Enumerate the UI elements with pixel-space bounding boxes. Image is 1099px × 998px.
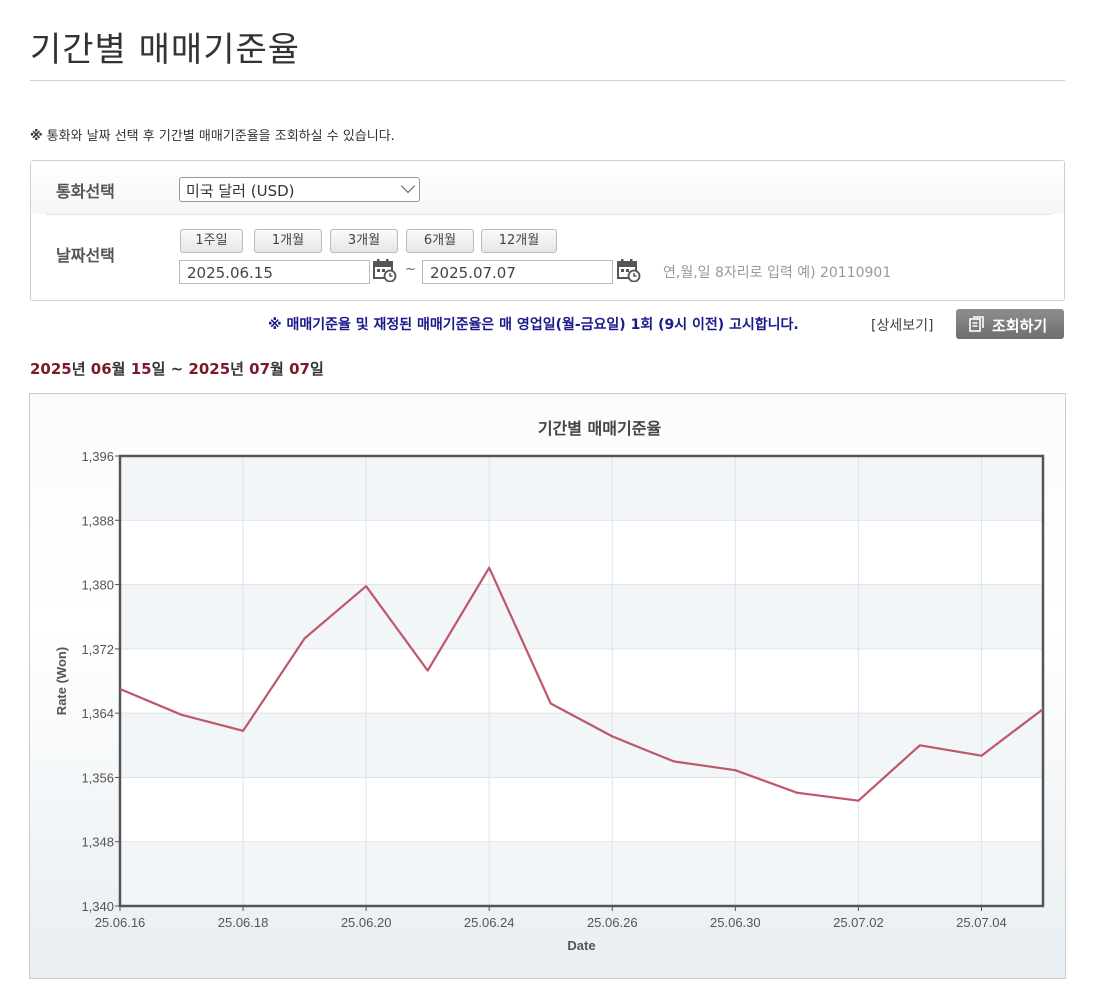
range-end-month: 07 bbox=[249, 360, 271, 378]
x-tick-label: 25.06.26 bbox=[587, 915, 638, 930]
selected-date-range: 2025년 06월 15일 ~ 2025년 07월 07일 bbox=[30, 358, 324, 379]
y-tick-label: 1,340 bbox=[81, 899, 114, 914]
chart-container: 1,340 1,348 1,356 1,364 1,372 1,380 1,388 1,396… bbox=[29, 393, 1066, 979]
detail-link[interactable]: [상세보기] bbox=[871, 318, 934, 334]
data-point bbox=[426, 669, 430, 673]
form-divider bbox=[47, 214, 1051, 215]
data-point bbox=[180, 713, 184, 717]
data-point bbox=[795, 791, 799, 795]
y-tick-label: 1,380 bbox=[81, 578, 114, 593]
start-date-input[interactable]: 2025.06.15 bbox=[179, 260, 370, 284]
search-form: 통화선택 미국 달러 (USD) 날짜선택 1주일 1개월 3개월 6개월 12… bbox=[30, 160, 1065, 301]
end-date-input[interactable]: 2025.07.07 bbox=[422, 260, 613, 284]
grid-band bbox=[120, 713, 1043, 778]
calendar-icon[interactable] bbox=[617, 258, 641, 282]
document-icon bbox=[969, 316, 984, 332]
notice: ※ 통화와 날짜 선택 후 기간별 매매기준율을 조회하실 수 있습니다. bbox=[30, 125, 395, 144]
range-text: 일 bbox=[309, 360, 324, 378]
plot-area bbox=[120, 456, 1043, 906]
data-point bbox=[918, 743, 922, 747]
period-button-1-month[interactable]: 1개월 bbox=[254, 229, 322, 253]
notice-text: 통화와 날짜 선택 후 기간별 매매기준율을 조회하실 수 있습니다. bbox=[46, 129, 395, 144]
y-axis-label: Rate (Won) bbox=[54, 647, 69, 715]
publication-notice: ※ 매매기준율 및 재정된 매매기준율은 매 영업일(월-금요일) 1회 (9시… bbox=[268, 317, 799, 333]
period-button-3-month[interactable]: 3개월 bbox=[330, 229, 398, 253]
data-point bbox=[1041, 707, 1045, 711]
line-chart: 1,340 1,348 1,356 1,364 1,372 1,380 1,388 1,396… bbox=[54, 419, 1045, 953]
period-button-12-month[interactable]: 12개월 bbox=[481, 229, 557, 253]
currency-select[interactable]: 미국 달러 (USD) bbox=[179, 177, 420, 202]
data-point bbox=[672, 759, 676, 763]
series-line bbox=[119, 566, 1044, 802]
date-format-hint: 연,월,일 8자리로 입력 예) 20110901 bbox=[663, 265, 892, 281]
y-tick-label: 1,372 bbox=[81, 642, 114, 657]
data-point bbox=[856, 799, 860, 803]
x-tick-label: 25.06.30 bbox=[710, 915, 761, 930]
search-button[interactable]: 조회하기 bbox=[956, 309, 1064, 339]
grid-band bbox=[120, 456, 1043, 521]
x-tick-label: 25.06.16 bbox=[95, 915, 146, 930]
x-axis-label: Date bbox=[567, 938, 595, 953]
data-point bbox=[610, 734, 614, 738]
x-tick-label: 25.06.20 bbox=[341, 915, 392, 930]
grid-band bbox=[120, 584, 1043, 649]
plot-border bbox=[118, 454, 1045, 908]
range-text: 월 bbox=[270, 360, 290, 378]
range-text: 년 bbox=[71, 360, 91, 378]
x-tick-label: 25.07.04 bbox=[956, 915, 1007, 930]
range-text: 년 bbox=[230, 360, 250, 378]
data-point bbox=[118, 687, 122, 691]
y-tick-label: 1,396 bbox=[81, 449, 114, 464]
y-tick-label: 1,388 bbox=[81, 513, 114, 528]
range-start-year: 2025 bbox=[30, 360, 72, 378]
data-point bbox=[733, 768, 737, 772]
range-start-month: 06 bbox=[90, 360, 112, 378]
grid-band bbox=[120, 841, 1043, 906]
data-point bbox=[549, 702, 553, 706]
title-divider bbox=[30, 80, 1065, 81]
period-button-6-month[interactable]: 6개월 bbox=[406, 229, 474, 253]
y-tick-label: 1,348 bbox=[81, 835, 114, 850]
currency-select-value: 미국 달러 (USD) bbox=[186, 182, 295, 200]
range-text: 일 ~ bbox=[151, 360, 189, 378]
data-point bbox=[303, 636, 307, 640]
chart-title: 기간별 매매기준율 bbox=[538, 419, 662, 438]
range-end-day: 07 bbox=[289, 360, 310, 378]
range-start-day: 15 bbox=[130, 360, 152, 378]
x-tick-label: 25.06.24 bbox=[464, 915, 515, 930]
data-point bbox=[979, 754, 983, 758]
date-label: 날짜선택 bbox=[56, 246, 115, 265]
currency-label: 통화선택 bbox=[56, 182, 115, 201]
range-end-year: 2025 bbox=[188, 360, 231, 378]
data-point bbox=[241, 729, 245, 733]
data-point bbox=[364, 584, 368, 588]
data-point bbox=[487, 566, 491, 570]
x-tick-label: 25.07.02 bbox=[833, 915, 884, 930]
calendar-icon[interactable] bbox=[373, 258, 397, 282]
notice-mark: ※ bbox=[30, 129, 43, 144]
range-text: 월 bbox=[111, 360, 131, 378]
x-tick-label: 25.06.18 bbox=[218, 915, 269, 930]
y-tick-label: 1,364 bbox=[81, 706, 114, 721]
period-button-1-week[interactable]: 1주일 bbox=[180, 229, 243, 253]
y-tick-label: 1,356 bbox=[81, 770, 114, 785]
page-title: 기간별 매매기준율 bbox=[30, 30, 301, 70]
date-range-tilde: ~ bbox=[405, 262, 416, 277]
chevron-down-icon bbox=[400, 178, 416, 194]
search-button-label: 조회하기 bbox=[992, 317, 1048, 335]
